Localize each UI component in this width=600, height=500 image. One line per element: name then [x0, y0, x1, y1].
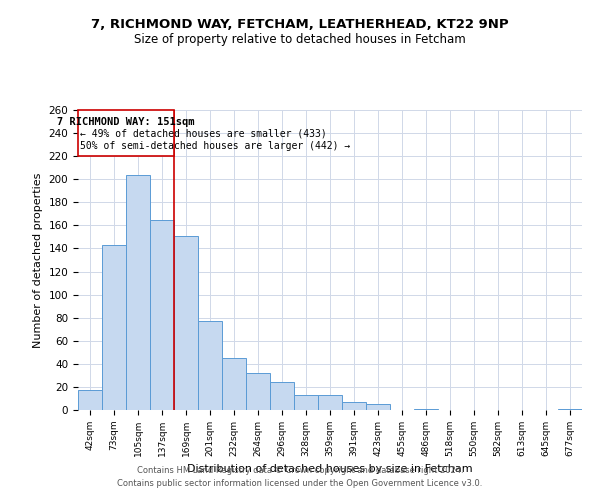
Bar — [198, 321, 222, 410]
Text: 50% of semi-detached houses are larger (442) →: 50% of semi-detached houses are larger (… — [80, 141, 350, 151]
Bar — [102, 245, 126, 410]
Bar — [294, 395, 318, 410]
Text: ← 49% of detached houses are smaller (433): ← 49% of detached houses are smaller (43… — [80, 128, 327, 138]
Bar — [174, 236, 198, 410]
Text: Size of property relative to detached houses in Fetcham: Size of property relative to detached ho… — [134, 32, 466, 46]
Bar — [414, 409, 438, 410]
Bar — [78, 390, 102, 410]
Bar — [270, 382, 294, 410]
FancyBboxPatch shape — [78, 110, 174, 156]
Bar — [558, 409, 582, 410]
Text: Contains HM Land Registry data © Crown copyright and database right 2024.
Contai: Contains HM Land Registry data © Crown c… — [118, 466, 482, 487]
Text: 7 RICHMOND WAY: 151sqm: 7 RICHMOND WAY: 151sqm — [57, 117, 195, 127]
Y-axis label: Number of detached properties: Number of detached properties — [33, 172, 43, 348]
X-axis label: Distribution of detached houses by size in Fetcham: Distribution of detached houses by size … — [187, 464, 473, 474]
Text: 7, RICHMOND WAY, FETCHAM, LEATHERHEAD, KT22 9NP: 7, RICHMOND WAY, FETCHAM, LEATHERHEAD, K… — [91, 18, 509, 30]
Bar — [318, 395, 342, 410]
Bar — [246, 373, 270, 410]
Bar — [150, 220, 174, 410]
Bar — [126, 174, 150, 410]
Bar — [342, 402, 366, 410]
Bar — [222, 358, 246, 410]
Bar — [366, 404, 390, 410]
